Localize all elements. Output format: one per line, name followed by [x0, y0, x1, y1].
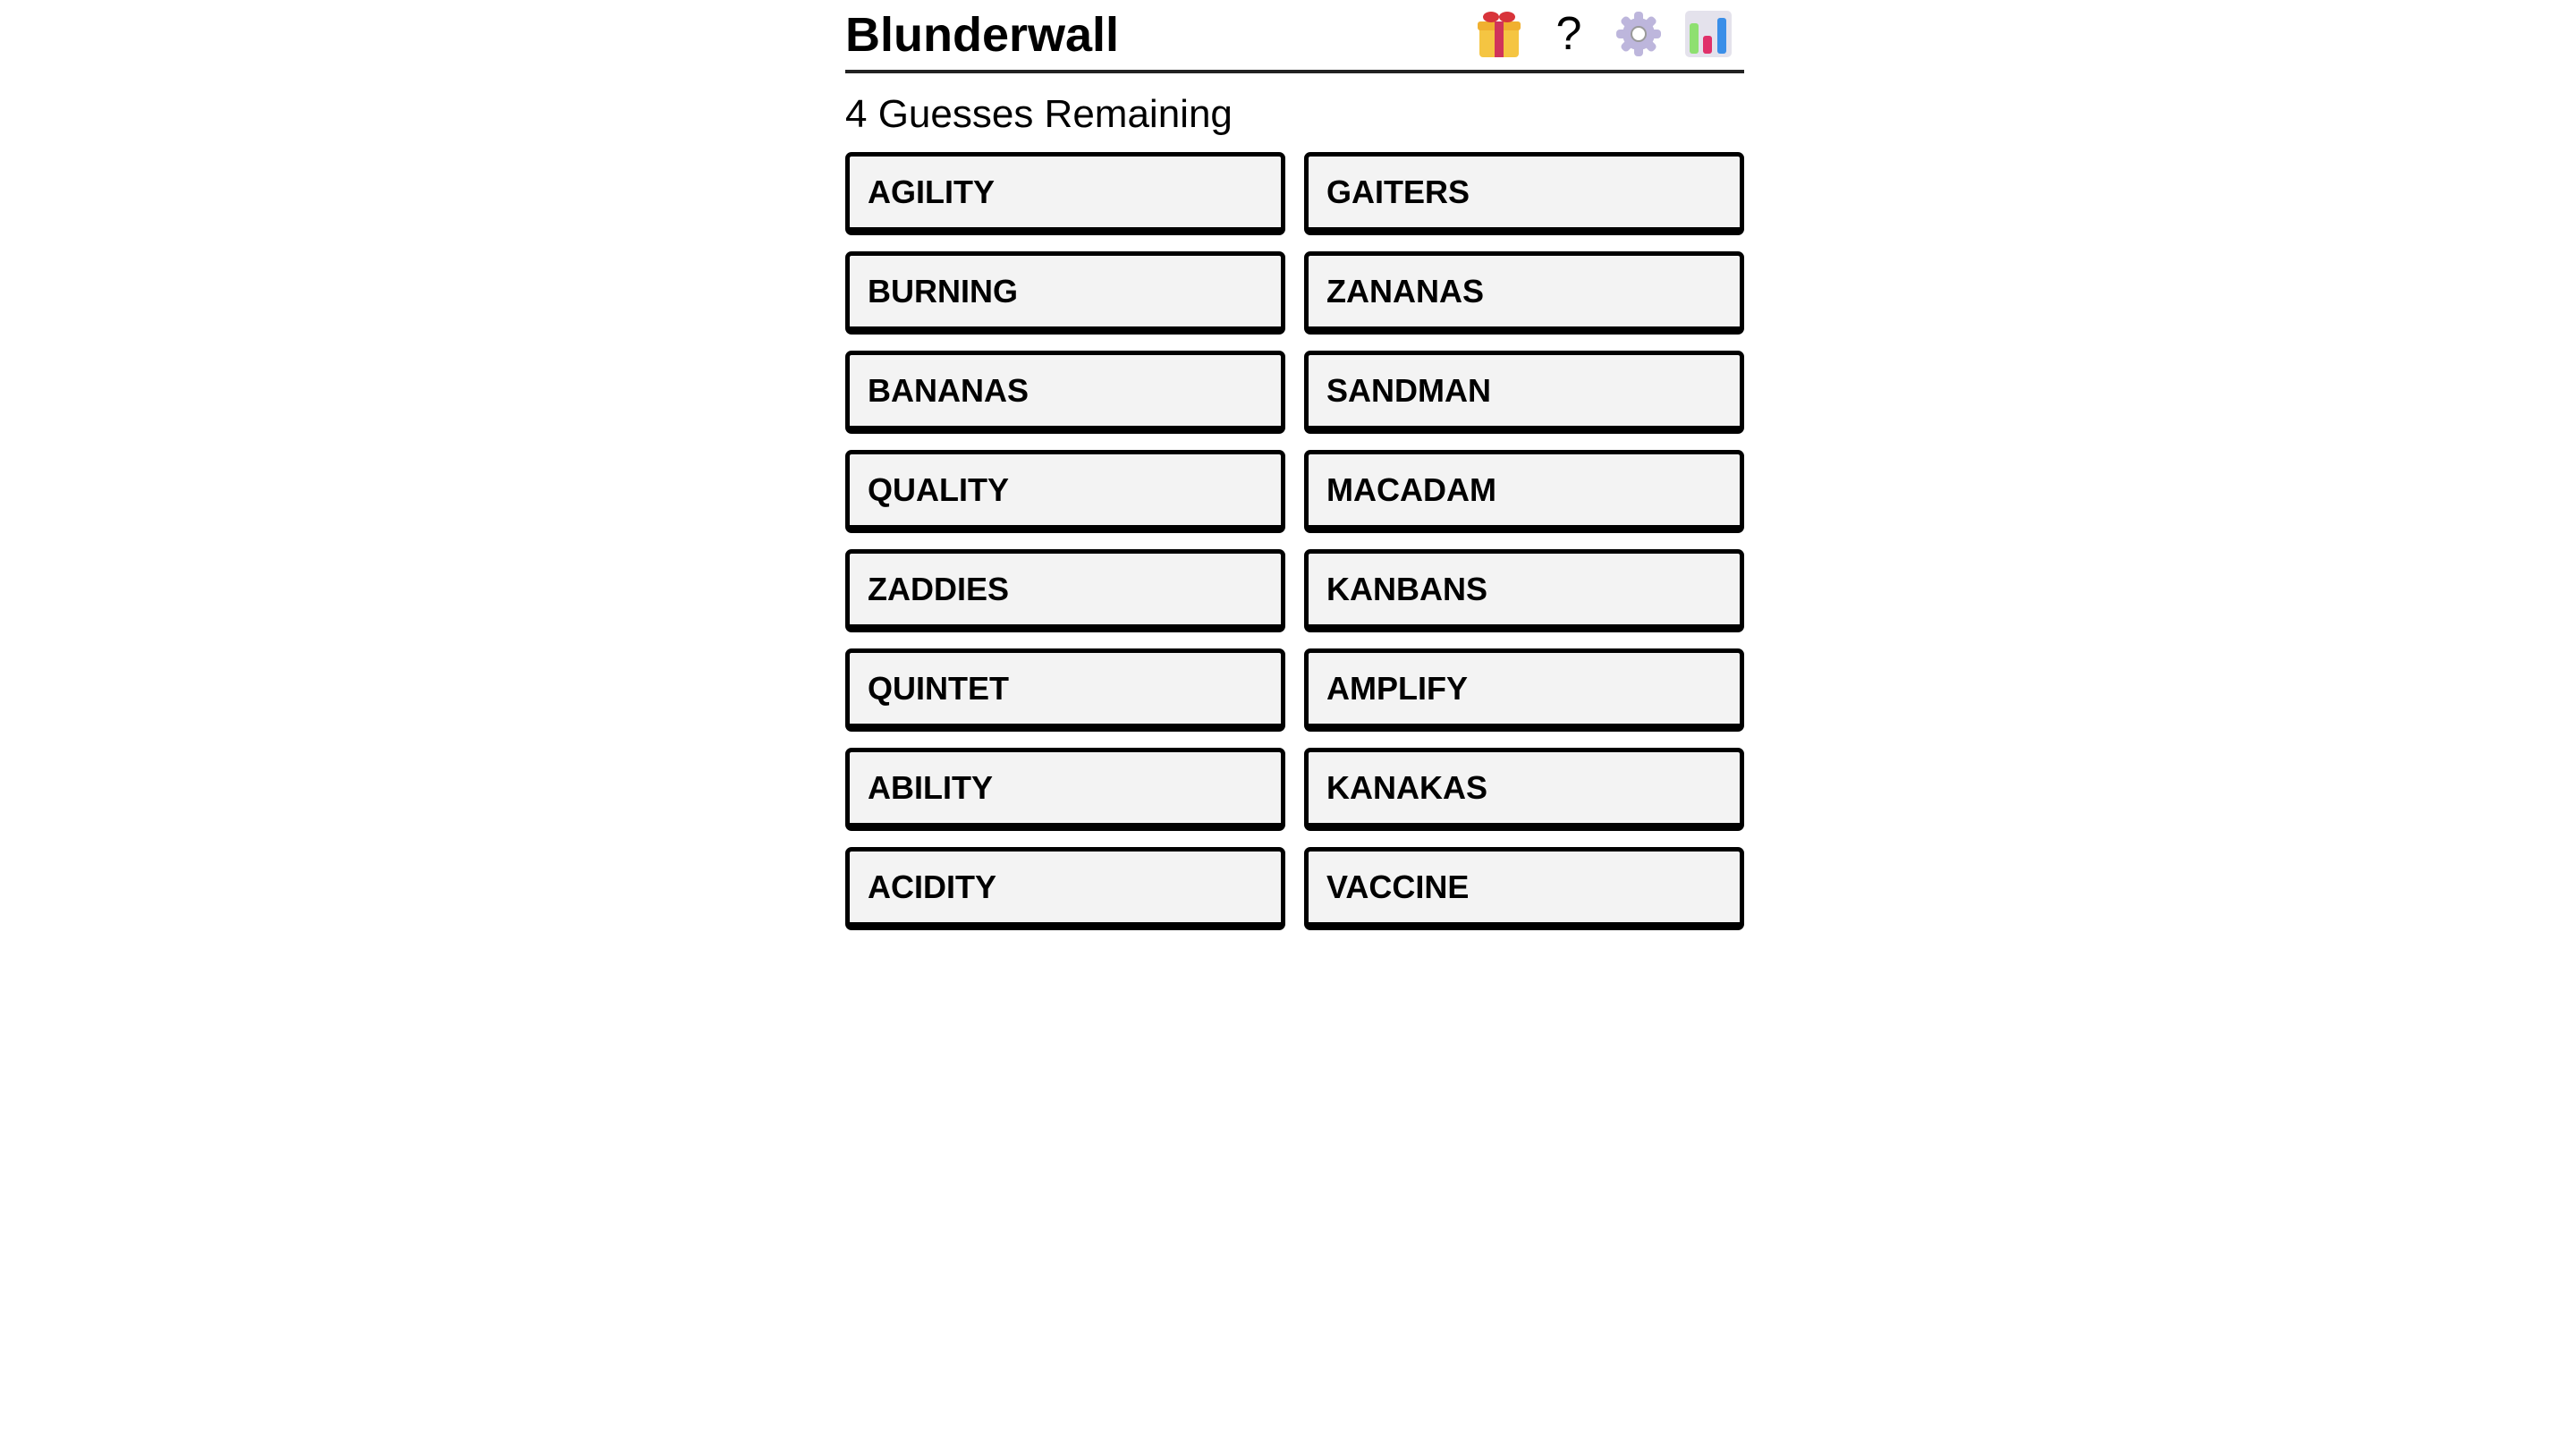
- word-tile[interactable]: KANBANS: [1304, 549, 1744, 632]
- word-tile[interactable]: ABILITY: [845, 748, 1285, 831]
- word-grid: AGILITY GAITERS BURNING ZANANAS BANANAS …: [845, 152, 1744, 930]
- word-tile[interactable]: MACADAM: [1304, 450, 1744, 533]
- stats-chart-icon[interactable]: [1683, 7, 1733, 61]
- game-container: Blunderwall ? 4 Guesses Remaining AGILIT…: [845, 0, 1744, 930]
- word-tile[interactable]: ZANANAS: [1304, 251, 1744, 335]
- word-tile[interactable]: BANANAS: [845, 351, 1285, 434]
- word-tile[interactable]: SANDMAN: [1304, 351, 1744, 434]
- gift-icon[interactable]: [1474, 7, 1524, 61]
- word-tile[interactable]: QUINTET: [845, 648, 1285, 732]
- word-tile[interactable]: ACIDITY: [845, 847, 1285, 930]
- app-title: Blunderwall: [845, 8, 1120, 62]
- word-tile[interactable]: BURNING: [845, 251, 1285, 335]
- help-icon[interactable]: ?: [1555, 8, 1582, 60]
- word-tile[interactable]: AGILITY: [845, 152, 1285, 235]
- word-tile[interactable]: VACCINE: [1304, 847, 1744, 930]
- word-tile[interactable]: ZADDIES: [845, 549, 1285, 632]
- gear-icon[interactable]: [1614, 7, 1664, 61]
- guesses-remaining: 4 Guesses Remaining: [845, 92, 1233, 136]
- word-tile[interactable]: QUALITY: [845, 450, 1285, 533]
- header-icons: ?: [1474, 7, 1733, 61]
- word-tile[interactable]: GAITERS: [1304, 152, 1744, 235]
- word-tile[interactable]: KANAKAS: [1304, 748, 1744, 831]
- word-tile[interactable]: AMPLIFY: [1304, 648, 1744, 732]
- header: Blunderwall ?: [845, 0, 1744, 73]
